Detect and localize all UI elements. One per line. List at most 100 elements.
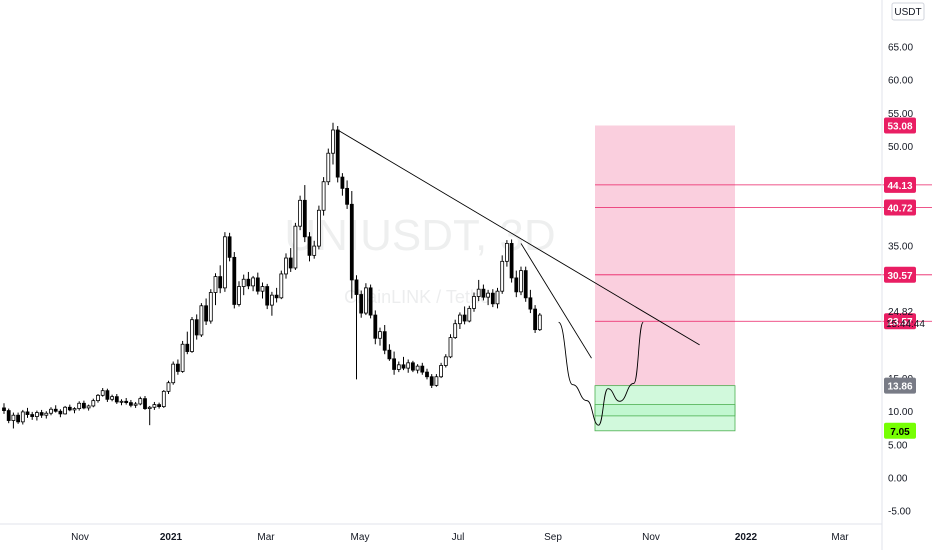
price-tag-bg bbox=[884, 377, 916, 394]
candle-up bbox=[443, 356, 448, 366]
candle-up bbox=[110, 396, 114, 400]
price-candles bbox=[2, 122, 542, 429]
candle-up bbox=[251, 277, 256, 287]
candle-up bbox=[44, 412, 49, 416]
candle-up bbox=[138, 398, 143, 405]
candle-up bbox=[11, 414, 16, 421]
zone-target-0[interactable] bbox=[595, 125, 735, 386]
candle-down bbox=[58, 410, 63, 415]
candle-down bbox=[420, 365, 425, 373]
candle-up bbox=[363, 287, 368, 314]
candle-up bbox=[147, 406, 152, 409]
candle-down bbox=[67, 406, 72, 411]
price-tag-bg bbox=[884, 117, 916, 134]
candle-down bbox=[523, 270, 528, 299]
price-tag-bg bbox=[884, 199, 916, 216]
candle-down bbox=[114, 396, 119, 403]
price-tag-label: 40.72 bbox=[887, 203, 912, 214]
y-tick-label: -5.00 bbox=[888, 507, 911, 518]
candle-up bbox=[439, 365, 444, 378]
candle-up bbox=[152, 404, 157, 408]
candle-up bbox=[467, 308, 472, 322]
candle-up bbox=[326, 152, 331, 183]
candle-up bbox=[222, 236, 227, 289]
candle-up bbox=[415, 365, 420, 371]
candle-up bbox=[241, 278, 246, 287]
y-tick-label: 0.00 bbox=[888, 474, 908, 485]
price-tag-label: 44.13 bbox=[887, 181, 912, 192]
candle-down bbox=[30, 414, 35, 417]
candle-down bbox=[349, 203, 354, 281]
candle-up bbox=[519, 270, 523, 293]
projection-path[interactable] bbox=[558, 321, 644, 426]
symbol-watermark: UNIUSDT, 3D ChainLINK / Tether bbox=[284, 211, 555, 307]
candle-up bbox=[476, 288, 481, 297]
candle-down bbox=[2, 407, 6, 411]
price-tag-bg bbox=[884, 176, 916, 193]
last-price-value: 24.82 bbox=[888, 307, 913, 318]
candle-up bbox=[406, 362, 411, 369]
candle-down bbox=[185, 343, 190, 352]
candle-down bbox=[354, 279, 359, 295]
horizontal-price-levels[interactable] bbox=[595, 184, 932, 322]
candle-up bbox=[260, 286, 265, 292]
trend-lines[interactable] bbox=[337, 129, 700, 359]
candle-up bbox=[190, 319, 194, 352]
candle-down bbox=[302, 199, 307, 238]
candle-down bbox=[128, 402, 133, 406]
candle-up bbox=[495, 290, 500, 305]
trend-line-1[interactable] bbox=[520, 243, 592, 359]
candle-down bbox=[124, 400, 129, 404]
candle-up bbox=[434, 376, 439, 386]
candle-up bbox=[77, 402, 82, 409]
candle-up bbox=[453, 323, 458, 339]
candle-up bbox=[298, 199, 303, 227]
price-tag-label: 7.05 bbox=[890, 427, 910, 438]
candle-down bbox=[157, 404, 162, 407]
y-tick-label: 50.00 bbox=[888, 142, 913, 153]
x-tick-label: 2021 bbox=[160, 532, 183, 543]
candle-up bbox=[504, 243, 509, 262]
candle-up bbox=[472, 296, 476, 309]
candle-down bbox=[373, 314, 378, 339]
candle-up bbox=[133, 403, 138, 406]
candle-down bbox=[143, 398, 147, 409]
candle-up bbox=[457, 314, 462, 325]
candle-up bbox=[199, 305, 204, 336]
candle-up bbox=[237, 286, 241, 305]
candle-down bbox=[307, 236, 312, 256]
trend-line-0[interactable] bbox=[337, 129, 700, 346]
price-tag-bg bbox=[884, 266, 916, 283]
time-axis[interactable]: Nov 2021 Mar May Jul Sep Nov 2022 Mar bbox=[0, 523, 882, 543]
watermark-subtitle: ChainLINK / Tether bbox=[344, 287, 496, 307]
x-tick-label: Mar bbox=[257, 532, 275, 543]
candle-up bbox=[279, 273, 284, 299]
currency-badge[interactable]: USDT bbox=[891, 2, 925, 21]
candle-down bbox=[274, 294, 279, 299]
candle-down bbox=[82, 402, 86, 409]
y-tick-label: 35.00 bbox=[888, 241, 913, 252]
projection-curve[interactable] bbox=[558, 321, 644, 426]
candle-down bbox=[105, 390, 110, 400]
candle-down bbox=[382, 331, 387, 351]
position-zones[interactable] bbox=[594, 125, 736, 432]
price-tag-label: 23.57 bbox=[887, 317, 912, 328]
candle-down bbox=[410, 362, 415, 371]
y-tick-label: 10.00 bbox=[888, 407, 913, 418]
price-tags: 53.08 44.13 40.72 30.57 23.57 13.86 7.05 bbox=[884, 117, 916, 439]
candle-up bbox=[49, 408, 53, 414]
candle-down bbox=[340, 176, 345, 189]
candle-down bbox=[175, 363, 180, 372]
candle-up bbox=[161, 390, 166, 407]
candle-up bbox=[316, 209, 321, 247]
candle-up bbox=[312, 245, 317, 256]
candle-down bbox=[288, 257, 293, 269]
candle-up bbox=[72, 408, 77, 411]
candle-down bbox=[401, 364, 406, 369]
candle-down bbox=[39, 412, 44, 416]
candle-down bbox=[462, 314, 467, 322]
candle-up bbox=[171, 363, 176, 384]
candle-up bbox=[500, 260, 505, 292]
zone-entry_box-2[interactable] bbox=[594, 404, 736, 417]
